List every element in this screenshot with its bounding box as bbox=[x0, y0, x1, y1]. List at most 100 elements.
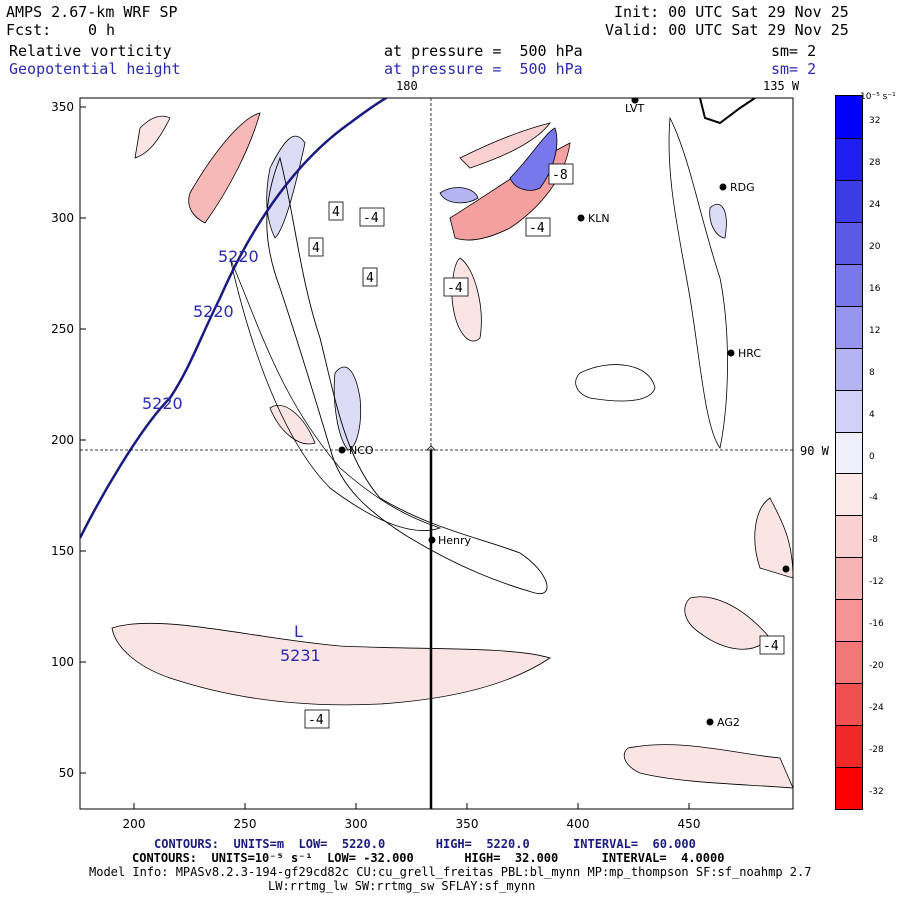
vorticity-rdg-blue bbox=[709, 203, 727, 239]
contour-info-vorticity: CONTOURS: UNITS=10⁻⁵ s⁻¹ LOW= -32.000 HI… bbox=[132, 851, 725, 865]
height-label-low: 5231 bbox=[280, 646, 321, 665]
station-hrc: HRC bbox=[727, 347, 761, 360]
colorbar-tick bbox=[836, 179, 862, 181]
colorbar-cell bbox=[836, 515, 862, 558]
contour-line-central bbox=[266, 156, 548, 595]
vort-label-9: -4 bbox=[308, 713, 324, 728]
forecast-label: Fcst: bbox=[6, 21, 52, 39]
field2-name: Geopotential height bbox=[9, 60, 181, 78]
pole-marker bbox=[426, 445, 436, 451]
contour-line-hrc-loop bbox=[575, 364, 656, 402]
vort-label-3: 4 bbox=[312, 241, 320, 256]
colorbar-cell bbox=[836, 599, 862, 642]
vorticity-band-south bbox=[111, 622, 551, 706]
colorbar-cell bbox=[836, 767, 862, 809]
field2-level: at pressure = 500 hPa bbox=[384, 60, 583, 78]
station-lvt-label: LVT bbox=[625, 102, 644, 115]
colorbar-cell bbox=[836, 96, 862, 138]
contour-line-west bbox=[229, 257, 442, 531]
y-tick-150: 150 bbox=[51, 544, 74, 558]
x-tick-400: 400 bbox=[567, 817, 590, 831]
y-tick-250: 250 bbox=[51, 322, 74, 336]
colorbar-tick-label: -32 bbox=[869, 787, 884, 798]
vorticity-jet-positive bbox=[509, 127, 558, 191]
colorbar-scale bbox=[835, 95, 863, 810]
colorbar-tick bbox=[836, 641, 862, 643]
station-rdg-label: RDG bbox=[730, 181, 755, 194]
geopotential-height-contour bbox=[80, 98, 389, 539]
colorbar-tick-label: 12 bbox=[869, 325, 881, 336]
colorbar-cell bbox=[836, 221, 862, 264]
x-tick-250: 250 bbox=[234, 817, 257, 831]
y-tick-100: 100 bbox=[51, 655, 74, 669]
contour-info-height: CONTOURS: UNITS=m LOW= 5220.0 HIGH= 5220… bbox=[154, 837, 696, 851]
field1-smoothing: sm= 2 bbox=[771, 42, 817, 60]
station-henry: Henry bbox=[428, 534, 472, 547]
field1-name: Relative vorticity bbox=[9, 42, 172, 60]
colorbar-tick-label: 0 bbox=[869, 451, 875, 462]
meridian-label-180: 180 bbox=[396, 79, 418, 93]
vort-label-6: -8 bbox=[552, 168, 568, 183]
vort-label-1: 4 bbox=[332, 205, 340, 220]
vort-label-4: 4 bbox=[366, 271, 374, 286]
field1-level: at pressure = 500 hPa bbox=[384, 42, 583, 60]
x-tick-300: 300 bbox=[345, 817, 368, 831]
colorbar-cell bbox=[836, 557, 862, 600]
station-henry-label: Henry bbox=[438, 534, 472, 547]
x-tick-350: 350 bbox=[456, 817, 479, 831]
colorbar-tick bbox=[836, 473, 862, 475]
coastline bbox=[699, 98, 756, 125]
height-label-3: 5220 bbox=[142, 394, 183, 413]
colorbar-tick bbox=[836, 725, 862, 727]
colorbar-tick bbox=[836, 347, 862, 349]
colorbar-unit: 10⁻⁵ s⁻¹ bbox=[860, 92, 896, 102]
colorbar-tick-label: 4 bbox=[869, 409, 875, 420]
x-tick-450: 450 bbox=[678, 817, 701, 831]
colorbar-tick-label: -20 bbox=[869, 661, 884, 672]
colorbar-cell bbox=[836, 137, 862, 180]
colorbar-cell bbox=[836, 641, 862, 684]
init-time: Init: 00 UTC Sat 29 Nov 25 bbox=[614, 3, 849, 21]
vort-label-7: -4 bbox=[529, 221, 545, 236]
colorbar-labels: 32 28 24 20 16 12 8 4 0 -4 -8 -12 -16 -20 -24 -28 -32 bbox=[869, 95, 899, 808]
colorbar-cell bbox=[836, 263, 862, 306]
plot-frame bbox=[79, 97, 794, 810]
colorbar-cell bbox=[836, 305, 862, 348]
colorbar-tick-label: -12 bbox=[869, 577, 884, 588]
colorbar-tick bbox=[836, 767, 862, 769]
station-kln-label: KLN bbox=[588, 212, 610, 225]
colorbar-cell bbox=[836, 179, 862, 222]
colorbar-tick bbox=[836, 137, 862, 139]
vorticity-patch-east bbox=[684, 596, 771, 650]
y-tick-200: 200 bbox=[51, 433, 74, 447]
colorbar: 10⁻⁵ s⁻¹ 32 28 24 20 16 12 8 4 0 -4 -8 -12 -16 -20 -24… bbox=[835, 92, 896, 810]
map-plot: LVT RDG KLN HRC NCO Henry AG2 5220 5220 … bbox=[51, 97, 794, 831]
colorbar-cell bbox=[836, 725, 862, 768]
colorbar-cell bbox=[836, 431, 862, 474]
colorbar-tick-label: -8 bbox=[869, 535, 878, 546]
y-tick-50: 50 bbox=[59, 766, 74, 780]
vorticity-streak-nw2 bbox=[134, 115, 171, 159]
model-info-2: LW:rrtmg_lw SW:rrtmg_sw SFLAY:sf_mynn bbox=[268, 879, 536, 893]
colorbar-cell bbox=[836, 473, 862, 516]
colorbar-tick bbox=[836, 515, 862, 517]
colorbar-cell bbox=[836, 683, 862, 726]
colorbar-tick-label: 8 bbox=[869, 367, 875, 378]
colorbar-tick bbox=[836, 305, 862, 307]
colorbar-tick-label: 28 bbox=[869, 157, 881, 168]
colorbar-tick-label: -24 bbox=[869, 703, 884, 714]
station-ag2: AG2 bbox=[706, 716, 740, 729]
y-tick-300: 300 bbox=[51, 211, 74, 225]
vorticity-nw-of-jet bbox=[459, 122, 551, 169]
colorbar-tick bbox=[836, 599, 862, 601]
station-hrc-label: HRC bbox=[738, 347, 761, 360]
axis-ticks bbox=[80, 106, 690, 809]
colorbar-cell bbox=[836, 389, 862, 432]
colorbar-tick-label: -4 bbox=[869, 493, 878, 504]
model-title: AMPS 2.67-km WRF SP bbox=[6, 3, 178, 21]
vorticity-blob-east bbox=[754, 497, 793, 579]
vorticity-streak-nw1 bbox=[188, 112, 261, 224]
vorticity-band-southeast bbox=[623, 744, 793, 789]
contour-line-east bbox=[668, 116, 728, 449]
station-east-edge bbox=[782, 565, 790, 573]
